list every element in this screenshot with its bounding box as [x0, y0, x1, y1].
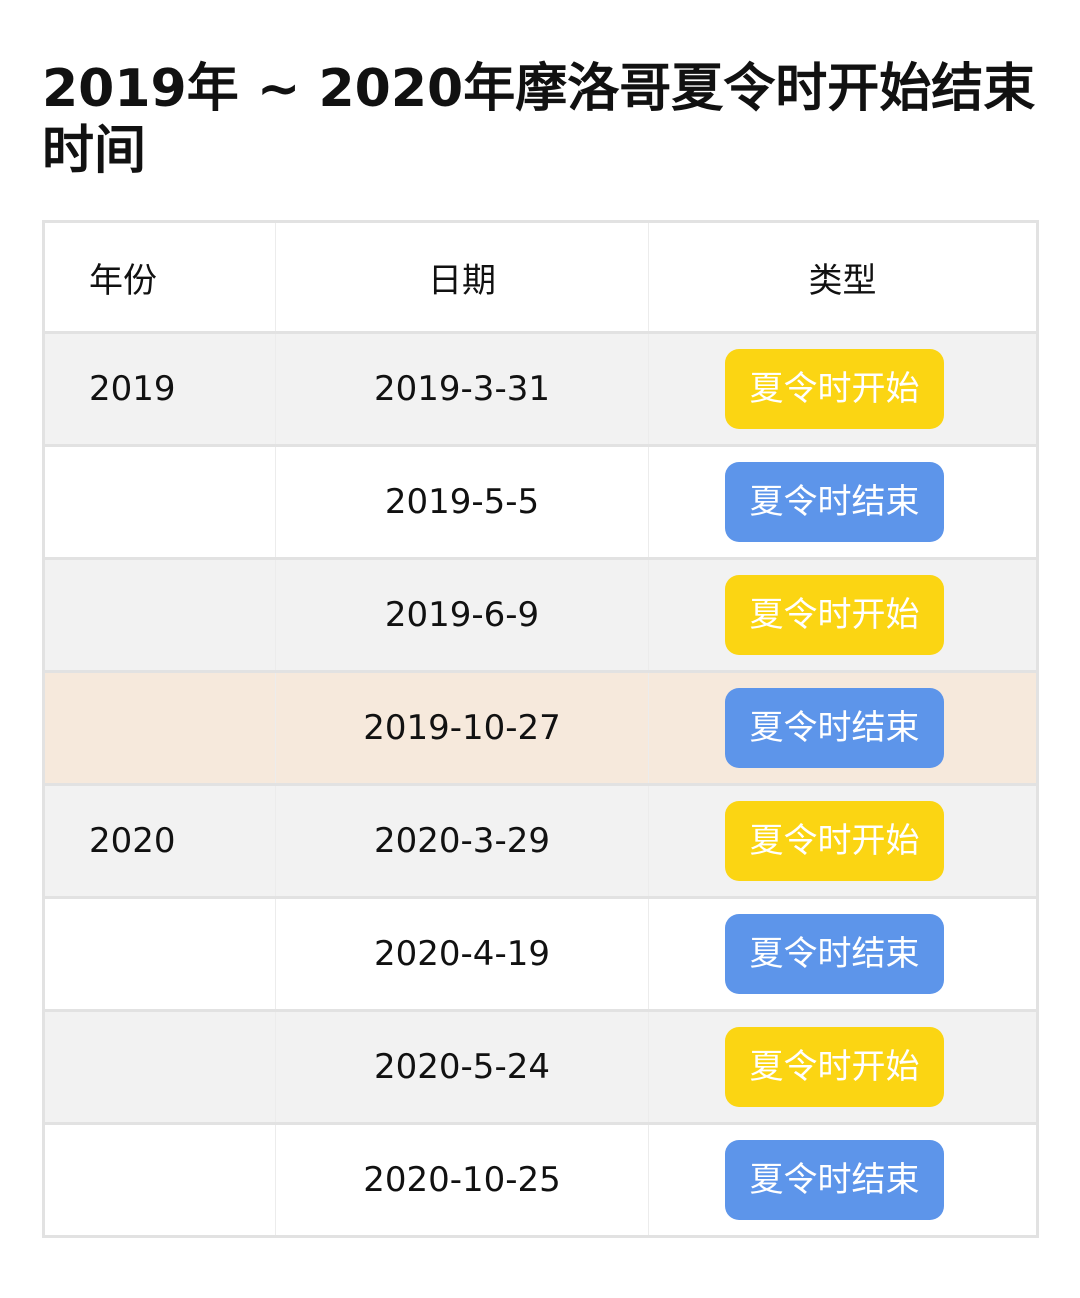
type-badge-start: 夏令时开始 [725, 1027, 944, 1107]
type-badge-end: 夏令时结束 [725, 914, 944, 994]
date-cell: 2019-6-9 [275, 557, 649, 672]
type-badge-start: 夏令时开始 [725, 575, 944, 655]
type-cell: 夏令时开始 [648, 331, 1038, 446]
type-badge-end: 夏令时结束 [725, 462, 944, 542]
year-cell [43, 557, 276, 672]
table-header: 年份 日期 类型 [44, 221, 1038, 333]
table-row: 2020 2020-3-29 夏令时开始 [43, 783, 1038, 898]
type-badge-end: 夏令时结束 [725, 1140, 944, 1220]
table-row: 2020-5-24 夏令时开始 [43, 1009, 1038, 1124]
year-cell [43, 1009, 276, 1124]
year-cell [43, 896, 276, 1011]
type-badge-start: 夏令时开始 [725, 349, 944, 429]
date-cell: 2019-5-5 [275, 444, 649, 559]
type-cell: 夏令时结束 [648, 670, 1038, 785]
year-cell: 2019 [43, 331, 276, 446]
year-cell: 2020 [43, 783, 276, 898]
type-cell: 夏令时结束 [648, 896, 1038, 1011]
type-cell: 夏令时开始 [648, 783, 1038, 898]
year-cell [43, 444, 276, 559]
date-cell: 2020-10-25 [275, 1122, 649, 1237]
type-cell: 夏令时结束 [648, 1122, 1038, 1237]
type-badge-start: 夏令时开始 [725, 801, 944, 881]
header-type: 类型 [648, 221, 1038, 333]
date-cell: 2020-5-24 [275, 1009, 649, 1124]
table-row: 2020-10-25 夏令时结束 [43, 1122, 1038, 1237]
table-row: 2019-5-5 夏令时结束 [43, 444, 1038, 559]
date-cell: 2020-4-19 [275, 896, 649, 1011]
type-cell: 夏令时开始 [648, 557, 1038, 672]
year-cell [43, 670, 276, 785]
date-cell: 2019-10-27 [275, 670, 649, 785]
table-row: 2019-6-9 夏令时开始 [43, 557, 1038, 672]
table-row: 2020-4-19 夏令时结束 [43, 896, 1038, 1011]
header-date: 日期 [275, 221, 649, 333]
year-cell [43, 1122, 276, 1237]
date-cell: 2019-3-31 [275, 331, 649, 446]
type-badge-end: 夏令时结束 [725, 688, 944, 768]
type-cell: 夏令时结束 [648, 444, 1038, 559]
type-cell: 夏令时开始 [648, 1009, 1038, 1124]
page-title: 2019年 ~ 2020年摩洛哥夏令时开始结束时间 [42, 59, 1036, 181]
dst-table: 年份 日期 类型 2019 2019-3-31 夏令时开始 2019-5-5 夏令时结束… [42, 220, 1039, 1238]
table-row: 2019-10-27 夏令时结束 [43, 670, 1038, 785]
table-row: 2019 2019-3-31 夏令时开始 [43, 331, 1038, 446]
header-year: 年份 [89, 260, 157, 301]
date-cell: 2020-3-29 [275, 783, 649, 898]
